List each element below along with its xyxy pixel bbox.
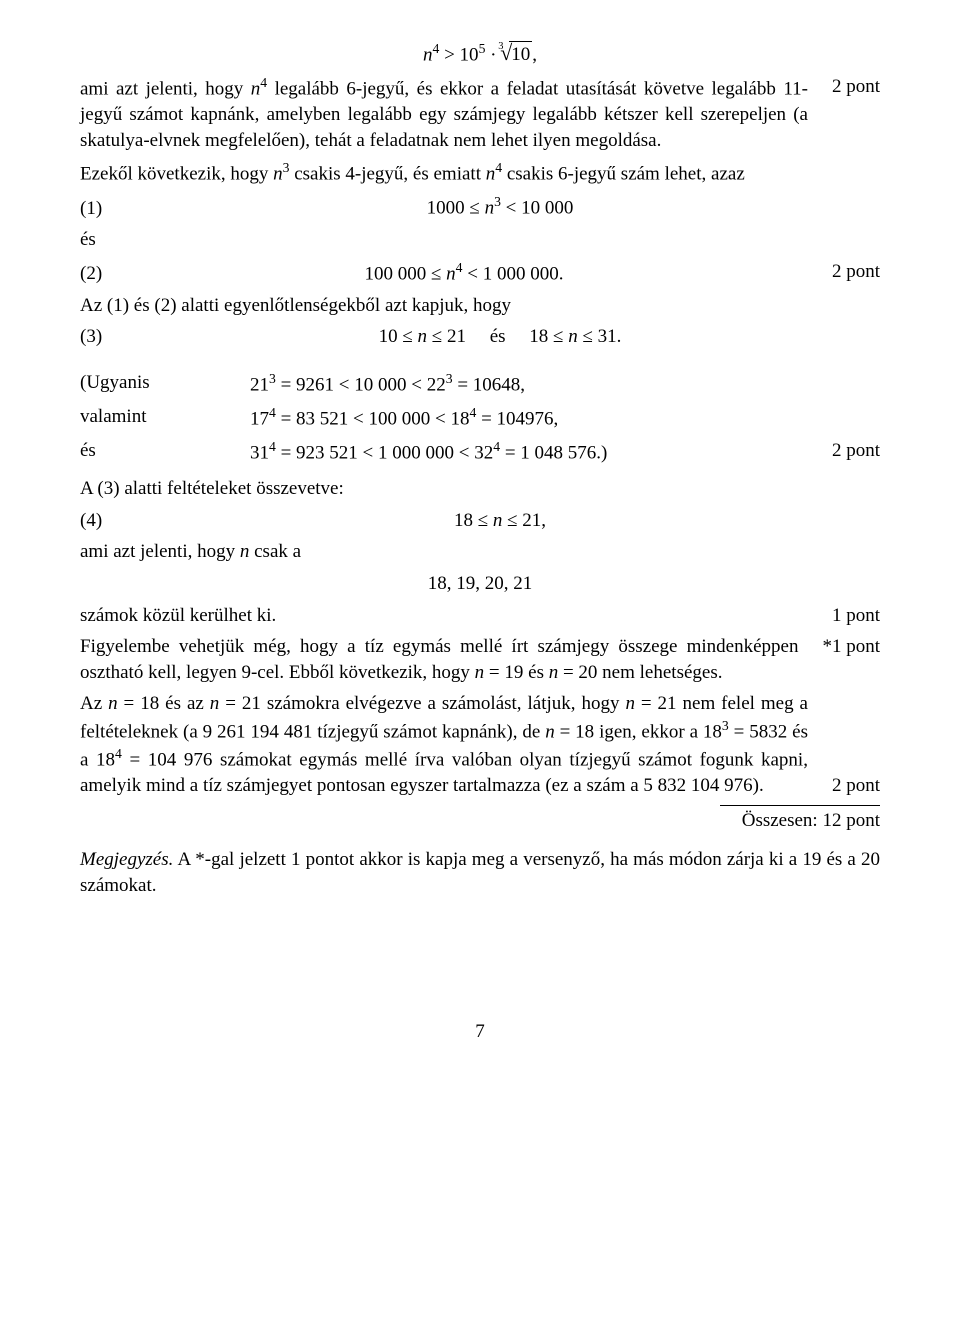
eq-4: 18 ≤ n ≤ 21,	[120, 508, 880, 534]
paragraph-3: Az (1) és (2) alatti egyenlőtlenségekből…	[80, 293, 880, 319]
paragraph-7: Figyelembe vehetjük még, hogy a tíz egym…	[80, 634, 798, 685]
paragraph-5: ami azt jelenti, hogy n csak a	[80, 539, 880, 565]
paragraph-1: ami azt jelenti, hogy n4 legalább 6-jegy…	[80, 74, 808, 153]
paragraph-1-row: ami azt jelenti, hogy n4 legalább 6-jegy…	[80, 74, 880, 153]
note-label: Megjegyzés.	[80, 849, 173, 870]
eq-1: 1000 ≤ n3 < 10 000	[120, 193, 880, 221]
text: Ezekől következik, hogy	[80, 164, 273, 185]
ugyanis-label-2: valamint	[80, 404, 250, 432]
text: ami azt jelenti, hogy	[80, 541, 240, 562]
ugyanis-label-3: és	[80, 438, 250, 466]
label-4: (4)	[80, 508, 120, 534]
ugyanis-row-2: valamint 174 = 83 521 < 100 000 < 184 = …	[80, 404, 880, 432]
points-2c: 2 pont	[808, 438, 880, 464]
total-points: Összesen: 12 pont	[80, 808, 880, 834]
label-2: (2)	[80, 261, 120, 287]
es-1: és	[80, 227, 880, 253]
points-2a: 2 pont	[808, 74, 880, 100]
paragraph-6-row: számok közül kerülhet ki. 1 pont	[80, 603, 880, 629]
text: ami azt jelenti, hogy	[80, 78, 251, 99]
label-1: (1)	[80, 196, 120, 222]
note-text: A *-gal jelzett 1 pontot akkor is kapja …	[80, 849, 880, 896]
text: csakis 6-jegyű szám lehet, azaz	[502, 164, 745, 185]
text: csak a	[249, 541, 301, 562]
points-1: 1 pont	[808, 603, 880, 629]
points-2b: 2 pont	[808, 259, 880, 285]
total-rule	[720, 805, 880, 806]
paragraph-8: Az n = 18 és az n = 21 számokra elvégezv…	[80, 691, 808, 798]
ugyanis-eq-3: 314 = 923 521 < 1 000 000 < 324 = 1 048 …	[250, 438, 808, 466]
points-2d: 2 pont	[808, 773, 880, 799]
numbered-eq-3: (3) 10 ≤ n ≤ 21 és 18 ≤ n ≤ 31.	[80, 324, 880, 350]
ugyanis-row-3: és 314 = 923 521 < 1 000 000 < 324 = 1 0…	[80, 438, 880, 466]
page-number: 7	[80, 1019, 880, 1045]
eq-2: 100 000 ≤ n4 < 1 000 000.	[120, 259, 808, 287]
paragraph-8-row: Az n = 18 és az n = 21 számokra elvégezv…	[80, 691, 880, 798]
numbered-eq-1: (1) 1000 ≤ n3 < 10 000	[80, 193, 880, 221]
label-3: (3)	[80, 324, 120, 350]
equation-top: n4 > 105 · 3√10,	[80, 40, 880, 68]
ugyanis-eq-2: 174 = 83 521 < 100 000 < 184 = 104976,	[250, 404, 880, 432]
note: Megjegyzés. A *-gal jelzett 1 pontot akk…	[80, 847, 880, 898]
ugyanis-label-1: (Ugyanis	[80, 370, 250, 398]
ugyanis-row-1: (Ugyanis 213 = 9261 < 10 000 < 223 = 106…	[80, 370, 880, 398]
ugyanis-eq-1: 213 = 9261 < 10 000 < 223 = 10648,	[250, 370, 880, 398]
points-star1: *1 pont	[798, 634, 880, 660]
paragraph-4: A (3) alatti feltételeket összevetve:	[80, 476, 880, 502]
paragraph-2: Ezekől következik, hogy n3 csakis 4-jegy…	[80, 159, 880, 187]
candidate-list: 18, 19, 20, 21	[80, 571, 880, 597]
eq-3: 10 ≤ n ≤ 21 és 18 ≤ n ≤ 31.	[120, 324, 880, 350]
numbered-eq-2-row: (2) 100 000 ≤ n4 < 1 000 000. 2 pont	[80, 259, 880, 287]
numbered-eq-4: (4) 18 ≤ n ≤ 21,	[80, 508, 880, 534]
paragraph-6: számok közül kerülhet ki.	[80, 603, 808, 629]
text: csakis 4-jegyű, és emiatt	[289, 164, 485, 185]
paragraph-7-row: Figyelembe vehetjük még, hogy a tíz egym…	[80, 634, 880, 685]
